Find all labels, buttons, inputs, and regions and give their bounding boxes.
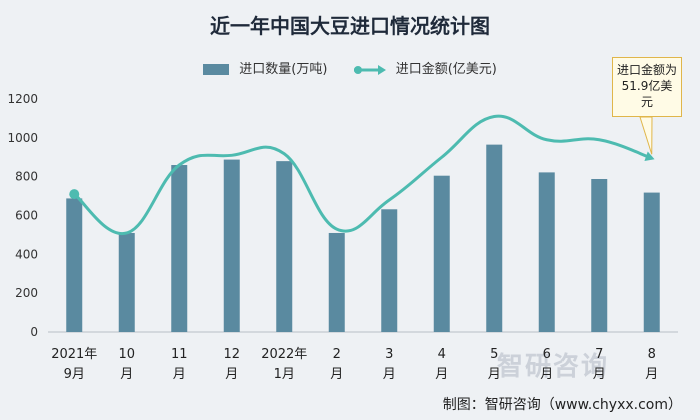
line-end-arrow [644, 151, 655, 161]
x-tick-label: 月 [540, 367, 553, 382]
bar [276, 161, 293, 332]
x-tick-label: 月 [173, 367, 186, 382]
bar [433, 175, 450, 332]
legend-bar-swatch [203, 64, 230, 75]
x-tick-label: 月 [488, 367, 501, 382]
annotation-text: 进口金额为51.9亿美元 [617, 63, 678, 109]
bar [643, 192, 660, 332]
legend-item-bar[interactable]: 进口数量(万吨) [203, 58, 327, 77]
bar [591, 178, 608, 332]
x-tick-label: 2 [333, 347, 341, 362]
x-tick-label: 2021年 [51, 347, 97, 362]
x-tick-label: 月 [383, 367, 396, 382]
x-tick-label: 12 [223, 347, 240, 362]
y-tick-label: 1200 [7, 92, 38, 106]
bar [538, 172, 555, 332]
chart-title: 近一年中国大豆进口情况统计图 [210, 14, 490, 38]
source-footer: 制图：智研咨询（www.chyxx.com） [442, 397, 682, 413]
watermark-logo: 智研咨询 [497, 352, 610, 382]
x-tick-label: 月 [225, 367, 238, 382]
x-tick-label: 10 [118, 347, 135, 362]
x-tick-label: 月 [593, 367, 606, 382]
annotation-pointer [639, 116, 653, 155]
x-tick-label: 月 [645, 367, 658, 382]
bar [66, 198, 83, 332]
legend-bar-label: 进口数量(万吨) [239, 62, 328, 77]
x-tick-label: 2022年 [261, 347, 307, 362]
x-tick-label: 3 [385, 347, 393, 362]
legend-item-line[interactable]: 进口金额(亿美元) [352, 58, 497, 77]
legend-line-label: 进口金额(亿美元) [395, 62, 497, 77]
bar [171, 165, 188, 332]
x-tick-label: 7 [595, 347, 603, 362]
line-start-marker [69, 189, 80, 200]
x-tick-label: 6 [543, 347, 551, 362]
x-tick-label: 月 [120, 367, 133, 382]
x-tick-label: 5 [490, 347, 498, 362]
bar [223, 159, 240, 332]
x-tick-label: 11 [171, 347, 188, 362]
bar [328, 232, 345, 332]
y-tick-label: 600 [15, 209, 38, 223]
x-tick-label: 9月 [64, 367, 85, 382]
annotation-callout: 进口金额为51.9亿美元 [612, 57, 682, 117]
x-tick-label: 月 [330, 367, 343, 382]
legend: 进口数量(万吨) 进口金额(亿美元) [0, 58, 700, 77]
y-tick-label: 200 [15, 286, 38, 300]
x-tick-label: 月 [435, 367, 448, 382]
y-tick-label: 800 [15, 170, 38, 184]
legend-line-swatch [353, 64, 386, 75]
bar [486, 144, 503, 332]
x-tick-label: 4 [438, 347, 446, 362]
y-tick-label: 0 [30, 325, 38, 339]
x-tick-label: 8 [648, 347, 656, 362]
x-tick-label: 1月 [274, 367, 295, 382]
bar [381, 209, 398, 332]
y-tick-label: 400 [15, 247, 38, 261]
series-line [73, 114, 653, 235]
bar [118, 232, 135, 332]
y-tick-label: 1000 [7, 131, 38, 145]
